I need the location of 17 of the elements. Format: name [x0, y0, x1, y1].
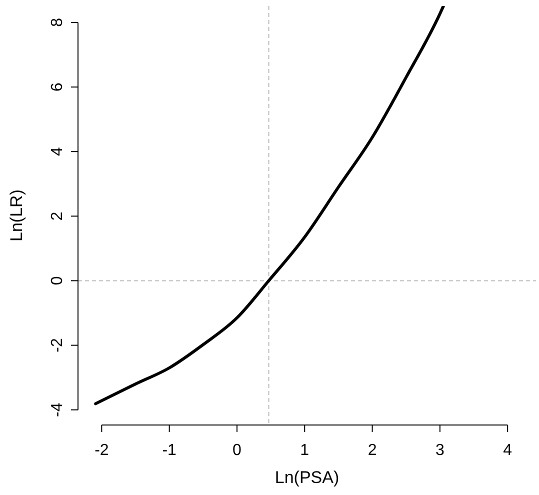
y-axis-title: Ln(LR) [7, 190, 26, 242]
x-tick-label: -2 [94, 442, 109, 459]
y-tick-label: -4 [49, 402, 66, 417]
x-tick-label: 3 [435, 442, 444, 459]
x-tick-label: 2 [368, 442, 377, 459]
y-tick-label: -2 [49, 338, 66, 352]
x-tick-label: -1 [162, 442, 177, 459]
x-axis-title: Ln(PSA) [274, 468, 340, 487]
x-tick-label: 1 [300, 442, 310, 459]
y-tick-label: 8 [49, 18, 66, 27]
x-tick-label: 0 [232, 442, 242, 459]
y-tick-label: 0 [49, 276, 66, 286]
line-series [94, 6, 445, 406]
y-tick-label: 4 [49, 147, 66, 156]
y-tick-label: 2 [49, 212, 66, 221]
y-tick-label: 6 [49, 82, 66, 92]
x-tick-label: 4 [503, 442, 512, 459]
